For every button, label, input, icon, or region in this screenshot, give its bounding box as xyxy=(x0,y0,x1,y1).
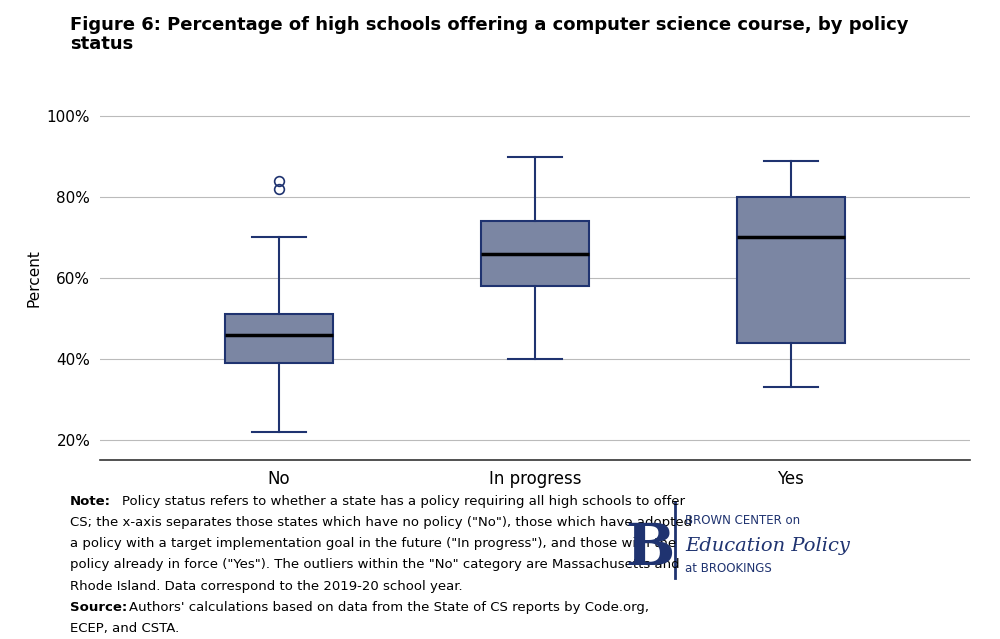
Text: B: B xyxy=(625,521,674,577)
PathPatch shape xyxy=(225,314,333,363)
Text: status: status xyxy=(70,35,133,53)
Text: Source:: Source: xyxy=(70,601,127,613)
Y-axis label: Percent: Percent xyxy=(26,249,41,307)
Text: a policy with a target implementation goal in the future ("In progress"), and th: a policy with a target implementation go… xyxy=(70,537,676,550)
Text: Figure 6: Percentage of high schools offering a computer science course, by poli: Figure 6: Percentage of high schools off… xyxy=(70,16,908,34)
PathPatch shape xyxy=(481,221,589,286)
Text: at BROOKINGS: at BROOKINGS xyxy=(685,562,772,575)
PathPatch shape xyxy=(737,197,845,343)
Text: Rhode Island. Data correspond to the 2019-20 school year.: Rhode Island. Data correspond to the 201… xyxy=(70,580,463,592)
Text: CS; the x-axis separates those states which have no policy ("No"), those which h: CS; the x-axis separates those states wh… xyxy=(70,516,692,529)
Text: Policy status refers to whether a state has a policy requiring all high schools : Policy status refers to whether a state … xyxy=(122,495,685,508)
Text: Education Policy: Education Policy xyxy=(685,537,850,555)
Text: Authors' calculations based on data from the State of CS reports by Code.org,: Authors' calculations based on data from… xyxy=(129,601,649,613)
Text: policy already in force ("Yes"). The outliers within the "No" category are Massa: policy already in force ("Yes"). The out… xyxy=(70,558,680,571)
Text: BROWN CENTER on: BROWN CENTER on xyxy=(685,514,800,527)
Text: Note:: Note: xyxy=(70,495,111,508)
Text: ECEP, and CSTA.: ECEP, and CSTA. xyxy=(70,622,179,635)
